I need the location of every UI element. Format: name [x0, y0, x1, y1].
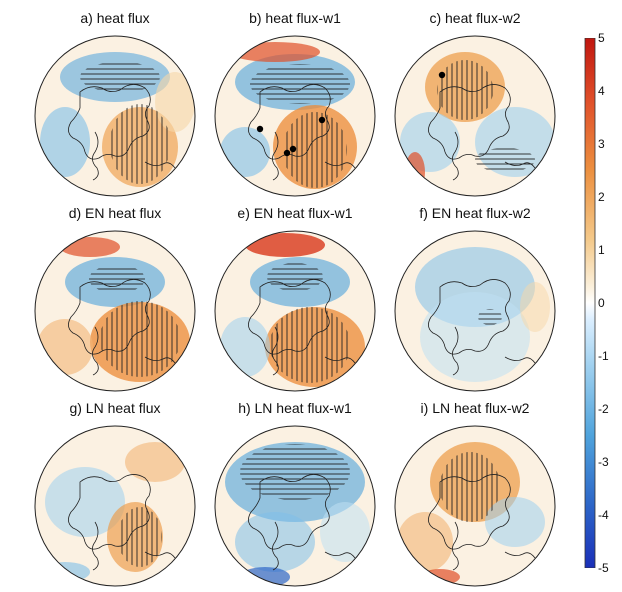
map-panel-f: f) EN heat flux-w2: [385, 205, 565, 397]
map-panel-h: h) LN heat flux-w1: [205, 400, 385, 592]
colorbar-tick-label: 2: [598, 190, 605, 204]
polar-map: [394, 425, 556, 587]
map-panel-e: e) EN heat flux-w1: [205, 205, 385, 397]
map-panel-i: i) LN heat flux-w2: [385, 400, 565, 592]
map-panel-a: a) heat flux: [25, 10, 205, 202]
map-panel-d: d) EN heat flux: [25, 205, 205, 397]
map-panel-g: g) LN heat flux: [25, 400, 205, 592]
colorbar-tick-label: -2: [598, 402, 609, 416]
colorbar-tick-label: -3: [598, 455, 609, 469]
polar-map: [214, 35, 376, 197]
colorbar: 5 4 3 2 1 0 -1 -2 -3 -4 -5: [584, 32, 620, 574]
panel-title: g) LN heat flux: [69, 400, 161, 416]
colorbar-tick-label: -4: [598, 508, 609, 522]
colorbar-tick-label: -5: [598, 561, 609, 575]
panel-title: a) heat flux: [80, 10, 150, 26]
panel-title: i) LN heat flux-w2: [420, 400, 530, 416]
colorbar-tick-label: 5: [598, 31, 605, 45]
panel-title: d) EN heat flux: [68, 205, 162, 221]
panel-title: e) EN heat flux-w1: [237, 205, 353, 221]
polar-map: [34, 35, 196, 197]
polar-map: [214, 425, 376, 587]
polar-map: [214, 230, 376, 392]
colorbar-tick-label: 1: [598, 243, 605, 257]
colorbar-tick-label: 0: [598, 296, 605, 310]
polar-map: [394, 230, 556, 392]
panel-title: f) EN heat flux-w2: [419, 205, 531, 221]
polar-map: [34, 425, 196, 587]
polar-map: [394, 35, 556, 197]
map-panel-c: c) heat flux-w2: [385, 10, 565, 202]
colorbar-tick-label: 3: [598, 137, 605, 151]
panel-title: c) heat flux-w2: [429, 10, 521, 26]
colorbar-gradient: [584, 38, 596, 568]
panel-title: h) LN heat flux-w1: [238, 400, 352, 416]
polar-map: [34, 230, 196, 392]
map-panel-b: b) heat flux-w1: [205, 10, 385, 202]
panel-title: b) heat flux-w1: [249, 10, 341, 26]
colorbar-tick-label: 4: [598, 84, 605, 98]
colorbar-tick-label: -1: [598, 349, 609, 363]
